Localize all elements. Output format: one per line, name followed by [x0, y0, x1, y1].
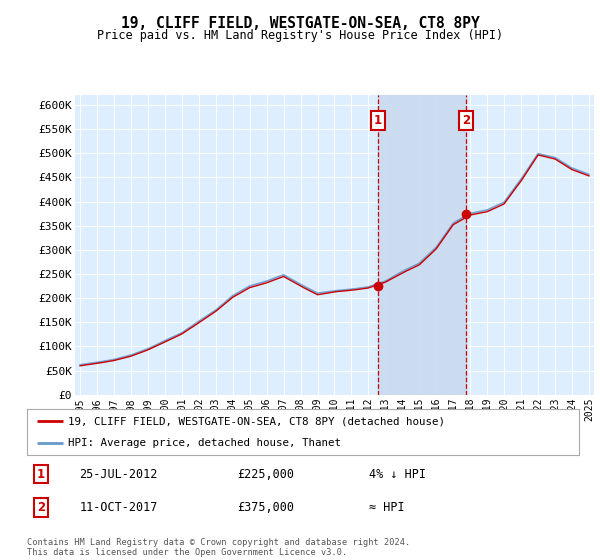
Text: 11-OCT-2017: 11-OCT-2017 — [79, 501, 158, 514]
Text: £225,000: £225,000 — [237, 468, 294, 480]
Text: 4% ↓ HPI: 4% ↓ HPI — [369, 468, 426, 480]
Text: 2: 2 — [463, 114, 470, 127]
Text: Contains HM Land Registry data © Crown copyright and database right 2024.
This d: Contains HM Land Registry data © Crown c… — [27, 538, 410, 557]
Bar — [378, 95, 466, 395]
Text: 19, CLIFF FIELD, WESTGATE-ON-SEA, CT8 8PY (detached house): 19, CLIFF FIELD, WESTGATE-ON-SEA, CT8 8P… — [68, 416, 445, 426]
Text: ≈ HPI: ≈ HPI — [369, 501, 405, 514]
Text: £375,000: £375,000 — [237, 501, 294, 514]
Text: Price paid vs. HM Land Registry's House Price Index (HPI): Price paid vs. HM Land Registry's House … — [97, 29, 503, 42]
Text: 25-JUL-2012: 25-JUL-2012 — [79, 468, 158, 480]
Text: 19, CLIFF FIELD, WESTGATE-ON-SEA, CT8 8PY: 19, CLIFF FIELD, WESTGATE-ON-SEA, CT8 8P… — [121, 16, 479, 31]
Text: 1: 1 — [37, 468, 45, 480]
Text: 1: 1 — [374, 114, 382, 127]
Text: HPI: Average price, detached house, Thanet: HPI: Average price, detached house, Than… — [68, 438, 341, 448]
Text: 2: 2 — [37, 501, 45, 514]
